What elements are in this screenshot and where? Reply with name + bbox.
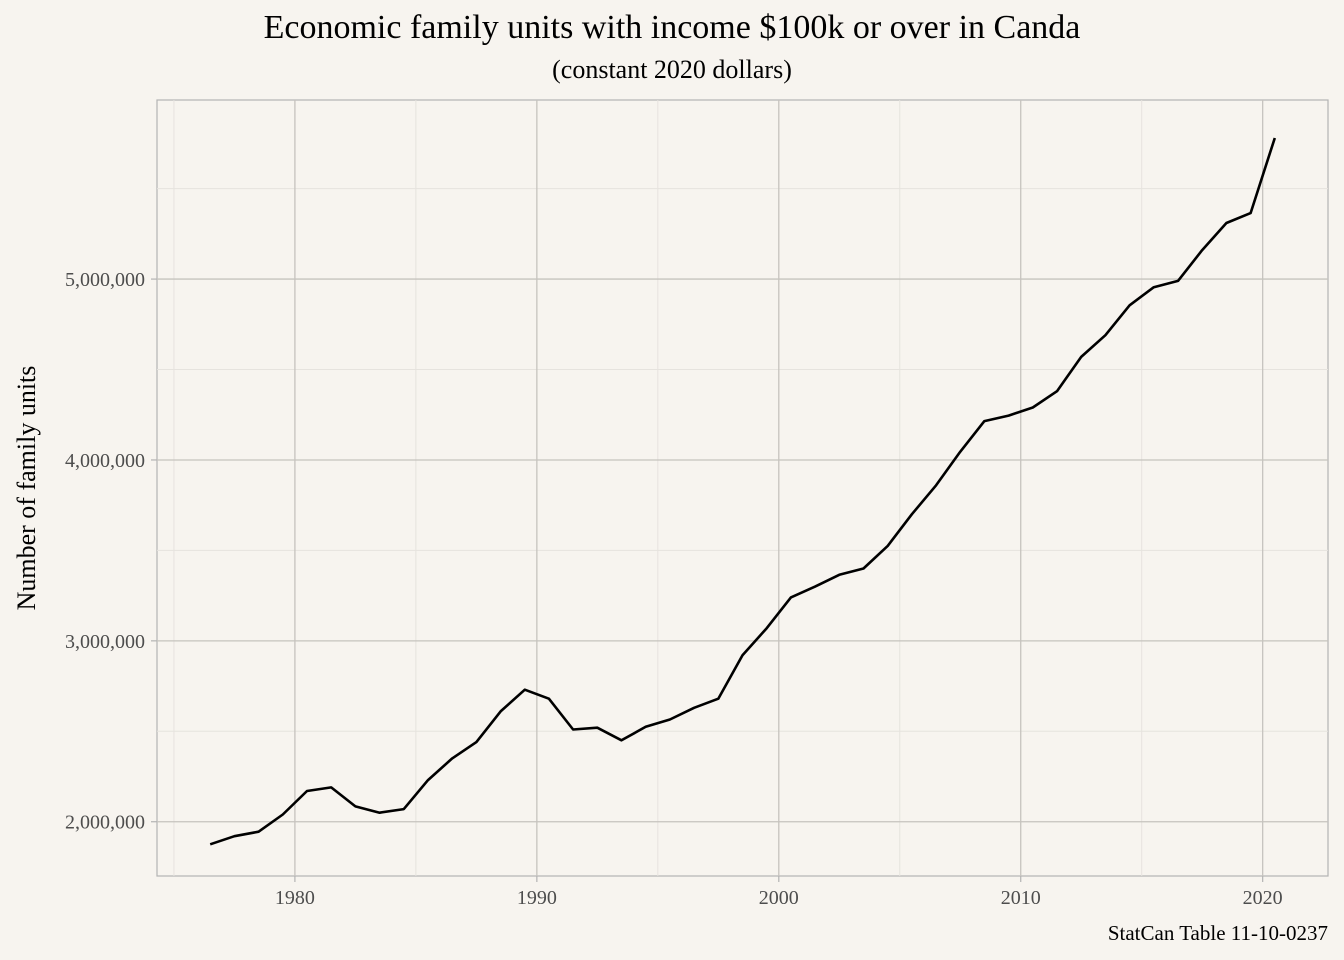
chart-subtitle: (constant 2020 dollars) xyxy=(552,55,792,84)
y-tick-label: 3,000,000 xyxy=(65,631,145,653)
source-caption: StatCan Table 11-10-0237 xyxy=(1107,921,1328,945)
x-tick-label: 2000 xyxy=(759,887,799,909)
x-axis: 1980 1990 2000 2010 2020 xyxy=(275,876,1283,909)
plot-panel xyxy=(156,99,1329,877)
x-tick-label: 1980 xyxy=(275,887,315,909)
minor-gridlines xyxy=(157,100,1328,876)
x-tick-label: 1990 xyxy=(517,887,557,909)
x-tick-label: 2010 xyxy=(1001,887,1041,909)
y-tick-label: 5,000,000 xyxy=(65,269,145,291)
y-tick-label: 4,000,000 xyxy=(65,450,145,472)
x-tick-label: 2020 xyxy=(1243,887,1283,909)
chart-title: Economic family units with income $100k … xyxy=(263,9,1081,46)
y-axis: 2,000,000 3,000,000 4,000,000 5,000,000 xyxy=(65,269,157,834)
series-line xyxy=(209,137,1277,846)
major-gridlines xyxy=(157,100,1328,876)
y-tick-label: 2,000,000 xyxy=(65,812,145,834)
